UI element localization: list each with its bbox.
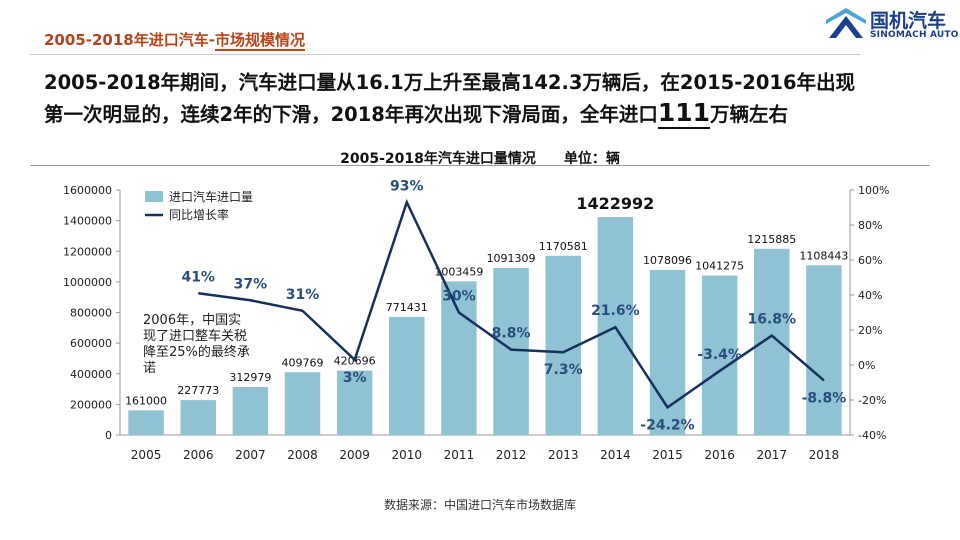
x-tick-label: 2006 <box>183 448 214 462</box>
legend-line-label: 同比增长率 <box>169 207 229 222</box>
y-left-tick-label: 800000 <box>70 307 112 320</box>
y-left-tick-label: 600000 <box>70 337 112 350</box>
logo-text-en: SINOMACH AUTO <box>870 30 959 40</box>
bar-value-label: 312979 <box>229 371 271 384</box>
growth-rate-label: 3% <box>343 370 367 386</box>
header-divider <box>30 54 860 55</box>
headline-line-1: 2005-2018年期间，汽车进口量从16.1万上升至最高142.3万辆后，在2… <box>44 71 856 94</box>
bar-2016 <box>701 275 738 435</box>
y-right-tick-label: 40% <box>858 289 882 302</box>
bar-2005 <box>128 410 164 435</box>
logo-text-cn: 国机汽车 <box>870 10 947 32</box>
chart-title: 2005-2018年汽车进口量情况 <box>340 151 536 167</box>
bar-2011 <box>441 281 477 435</box>
y-right-tick-label: 20% <box>858 324 882 337</box>
y-right-tick-label: 80% <box>858 219 882 232</box>
bar-2012 <box>493 267 529 435</box>
breadcrumb-highlight: 市场规模情况 <box>214 31 305 51</box>
bar-2015 <box>649 269 686 435</box>
growth-rate-label: 31% <box>286 287 320 303</box>
x-tick-label: 2007 <box>235 448 266 462</box>
x-tick-label: 2005 <box>131 448 162 462</box>
bar-value-label: 1041275 <box>695 260 744 273</box>
bar-value-label: 1215885 <box>747 233 796 246</box>
growth-rate-line <box>198 198 825 410</box>
legend-bar-swatch <box>145 191 163 202</box>
bar-value-label: 1108443 <box>799 249 848 262</box>
bar-value-label: 1091309 <box>487 252 536 265</box>
headline-line-2: 第一次明显的，连续2年的下滑，2018年再次出现下滑局面，全年进口111万辆左右 <box>44 98 924 130</box>
bar-2017 <box>754 248 790 435</box>
x-tick-label: 2012 <box>496 448 527 462</box>
y-left-tick-label: 400000 <box>70 368 112 381</box>
growth-rate-label: 41% <box>181 269 215 285</box>
x-tick-label: 2014 <box>600 448 631 462</box>
breadcrumb: 2005-2018年进口汽车-市场规模情况 <box>44 29 305 51</box>
y-left-tick-label: 1000000 <box>63 276 112 289</box>
x-tick-label: 2010 <box>392 448 423 462</box>
sinomach-logo-icon <box>826 8 866 38</box>
growth-rate-label: 93% <box>390 178 424 194</box>
bar-2008 <box>284 372 321 435</box>
bar-value-label: 1170581 <box>539 240 588 253</box>
x-tick-label: 2013 <box>548 448 579 462</box>
growth-rate-label: -3.4% <box>697 347 742 363</box>
y-left-tick-label: 0 <box>105 429 112 442</box>
bar-value-label: 1003459 <box>434 265 483 278</box>
bar-2010 <box>389 316 425 435</box>
growth-rate-label: 21.6% <box>591 303 640 319</box>
tariff-annotation: 2006年，中国实现了进口整车关税降至25%的最终承诺 <box>143 313 250 376</box>
x-tick-label: 2009 <box>339 448 370 462</box>
bar-2009 <box>336 370 373 435</box>
bar-value-label: 161000 <box>125 394 167 407</box>
bar-value-label: 771431 <box>386 301 428 314</box>
bar-value-label: 409769 <box>282 356 324 369</box>
x-tick-label: 2011 <box>444 448 475 462</box>
chart-unit: 单位：辆 <box>563 151 620 167</box>
chart-title-divider <box>30 165 930 166</box>
y-left-tick-label: 200000 <box>70 398 112 411</box>
y-left-tick-label: 1200000 <box>63 245 112 258</box>
x-tick-label: 2015 <box>652 448 683 462</box>
growth-rate-label: 7.3% <box>544 362 583 378</box>
y-right-tick-label: 100% <box>858 184 889 197</box>
breadcrumb-prefix: 2005-2018年进口汽车- <box>44 31 215 49</box>
data-source: 数据来源：中国进口汽车市场数据库 <box>383 498 576 512</box>
x-tick-label: 2008 <box>287 448 318 462</box>
headline-line-2-post: 万辆左右 <box>710 103 789 126</box>
growth-rate-label: 8.8% <box>492 326 531 342</box>
y-right-tick-label: -20% <box>858 394 886 407</box>
brand-logo: 国机汽车 SINOMACH AUTO <box>826 6 959 46</box>
bar-value-label: 1078096 <box>643 254 692 267</box>
headline-line-2-pre: 第一次明显的，连续2年的下滑，2018年再次出现下滑局面，全年进口 <box>44 103 658 126</box>
headline-highlight-number: 111 <box>657 98 711 129</box>
bar-2018 <box>806 265 842 435</box>
growth-rate-label: -8.8% <box>802 390 847 406</box>
growth-rate-label: -24.2% <box>640 417 694 433</box>
growth-rate-label: 37% <box>234 276 268 292</box>
growth-rate-label: 16.8% <box>747 312 796 328</box>
x-tick-label: 2017 <box>757 448 788 462</box>
y-left-tick-label: 1400000 <box>63 215 112 228</box>
legend-bar-label: 进口汽车进口量 <box>169 189 253 204</box>
headline: 2005-2018年期间，汽车进口量从16.1万上升至最高142.3万辆后，在2… <box>44 68 924 130</box>
y-right-tick-label: -40% <box>858 429 886 442</box>
y-right-tick-label: 60% <box>858 254 882 267</box>
y-left-tick-label: 1600000 <box>63 184 112 197</box>
bar-value-label: 1422992 <box>576 194 654 213</box>
bar-value-label: 227773 <box>177 384 219 397</box>
x-tick-label: 2018 <box>809 448 840 462</box>
growth-rate-label: 30% <box>442 289 476 305</box>
bar-2007 <box>232 387 269 435</box>
y-right-tick-label: 0% <box>858 359 875 372</box>
chart-heading: 2005-2018年汽车进口量情况 单位：辆 <box>0 148 960 168</box>
x-tick-label: 2016 <box>704 448 735 462</box>
bar-2006 <box>180 400 216 435</box>
